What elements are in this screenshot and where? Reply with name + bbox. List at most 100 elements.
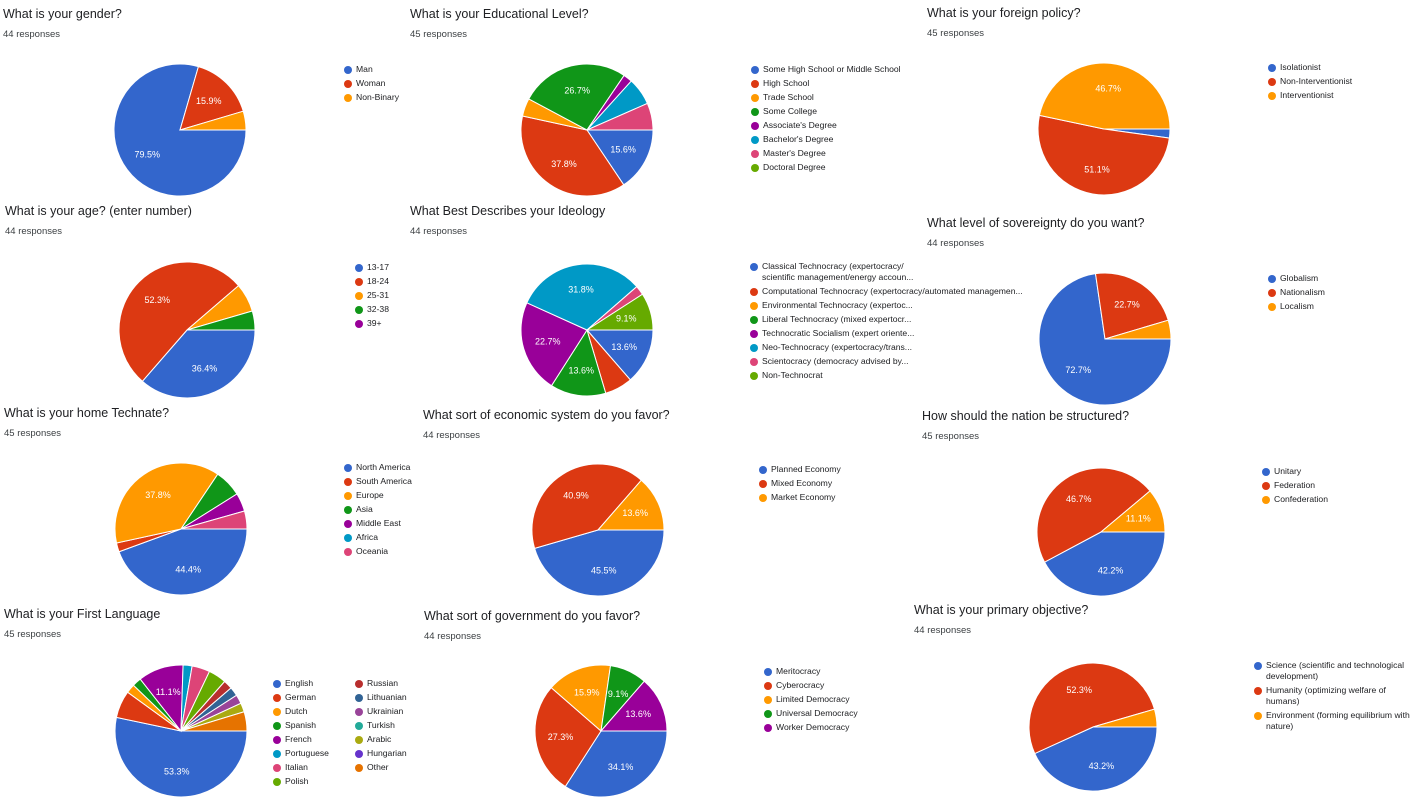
legend-item[interactable]: Humanity (optimizing welfare of humans) bbox=[1254, 685, 1419, 707]
pie-slice[interactable] bbox=[141, 329, 256, 399]
pie-slice[interactable] bbox=[533, 529, 665, 597]
pie-slice[interactable] bbox=[1092, 708, 1158, 728]
pie-slice[interactable] bbox=[550, 328, 607, 397]
pie-slice[interactable] bbox=[118, 261, 240, 382]
legend-item[interactable]: Master's Degree bbox=[751, 148, 901, 162]
legend-item[interactable]: Computational Technocracy (expertocracy/… bbox=[750, 286, 1023, 300]
pie-slice[interactable] bbox=[585, 293, 654, 331]
legend-item[interactable]: Science (scientific and technological de… bbox=[1254, 660, 1419, 682]
pie-slice[interactable] bbox=[179, 66, 244, 131]
legend-item[interactable]: Doctoral Degree bbox=[751, 162, 901, 176]
legend-item[interactable]: Some High School or Middle School bbox=[751, 64, 901, 78]
pie-slice[interactable] bbox=[113, 63, 247, 197]
legend-item[interactable]: German bbox=[273, 692, 329, 706]
legend-item[interactable]: High School bbox=[751, 78, 901, 92]
legend-item[interactable]: Oceania bbox=[344, 546, 412, 560]
pie-slice[interactable] bbox=[520, 302, 588, 387]
legend-item[interactable]: Turkish bbox=[355, 720, 407, 734]
legend-item[interactable]: Worker Democracy bbox=[764, 722, 858, 736]
legend-item[interactable]: Russian bbox=[355, 678, 407, 692]
legend-item[interactable]: Ukrainian bbox=[355, 706, 407, 720]
pie-slice[interactable] bbox=[1043, 531, 1166, 597]
legend-item[interactable]: Nationalism bbox=[1268, 287, 1325, 301]
legend-item[interactable]: Market Economy bbox=[759, 492, 841, 506]
legend-item[interactable]: 13-17 bbox=[355, 262, 389, 276]
pie-slice[interactable] bbox=[596, 479, 665, 531]
pie-slice[interactable] bbox=[114, 462, 219, 544]
legend-item[interactable]: Unitary bbox=[1262, 466, 1328, 480]
legend-item[interactable]: Liberal Technocracy (mixed expertocr... bbox=[750, 314, 1023, 328]
legend-item[interactable]: Planned Economy bbox=[759, 464, 841, 478]
pie-slice[interactable] bbox=[1037, 114, 1170, 196]
legend-item[interactable]: Polish bbox=[273, 776, 329, 790]
pie-slice[interactable] bbox=[550, 664, 612, 732]
legend-item[interactable]: Asia bbox=[344, 504, 412, 518]
pie-slice[interactable] bbox=[1099, 490, 1166, 533]
legend-item[interactable]: Some College bbox=[751, 106, 901, 120]
legend-item[interactable]: Interventionist bbox=[1268, 90, 1352, 104]
pie-slice[interactable] bbox=[180, 711, 248, 732]
pie-slice[interactable] bbox=[534, 686, 602, 788]
pie-slice[interactable] bbox=[118, 528, 248, 596]
legend-item[interactable]: 25-31 bbox=[355, 290, 389, 304]
legend-item[interactable]: Isolationist bbox=[1268, 62, 1352, 76]
pie-slice[interactable] bbox=[186, 310, 256, 331]
legend-item[interactable]: English bbox=[273, 678, 329, 692]
pie-slice[interactable] bbox=[1028, 662, 1156, 755]
legend-item[interactable]: Associate's Degree bbox=[751, 120, 901, 134]
legend-item[interactable]: Lithuanian bbox=[355, 692, 407, 706]
legend-item[interactable]: Trade School bbox=[751, 92, 901, 106]
legend-item[interactable]: Hungarian bbox=[355, 748, 407, 762]
legend-item[interactable]: Non-Technocrat bbox=[750, 370, 1023, 384]
legend-item[interactable]: Cyberocracy bbox=[764, 680, 858, 694]
legend-item[interactable]: Europe bbox=[344, 490, 412, 504]
legend-item[interactable]: Other bbox=[355, 762, 407, 776]
legend-item[interactable]: Technocratic Socialism (expert oriente..… bbox=[750, 328, 1023, 342]
pie-slice[interactable] bbox=[1038, 62, 1171, 130]
legend-item[interactable]: Neo-Technocracy (expertocracy/trans... bbox=[750, 342, 1023, 356]
legend-item[interactable]: Non-Binary bbox=[344, 92, 399, 106]
pie-slice[interactable] bbox=[531, 463, 643, 550]
legend-item[interactable]: Bachelor's Degree bbox=[751, 134, 901, 148]
legend-item[interactable]: Environment (forming equilibrium with na… bbox=[1254, 710, 1419, 732]
pie-slice[interactable] bbox=[585, 329, 654, 381]
legend-item[interactable]: Universal Democracy bbox=[764, 708, 858, 722]
legend-item[interactable]: Scientocracy (democracy advised by... bbox=[750, 356, 1023, 370]
pie-slice[interactable] bbox=[528, 63, 625, 131]
pie-slice[interactable] bbox=[586, 102, 654, 131]
legend-item[interactable]: North America bbox=[344, 462, 412, 476]
legend-item[interactable]: Arabic bbox=[355, 734, 407, 748]
legend-item[interactable]: Spanish bbox=[273, 720, 329, 734]
legend-item[interactable]: French bbox=[273, 734, 329, 748]
pie-slice[interactable] bbox=[1094, 272, 1169, 340]
legend-item[interactable]: Non-Interventionist bbox=[1268, 76, 1352, 90]
pie-slice[interactable] bbox=[1036, 467, 1151, 563]
pie-slice[interactable] bbox=[1104, 319, 1172, 340]
legend-item[interactable]: Confederation bbox=[1262, 494, 1328, 508]
pie-slice[interactable] bbox=[526, 263, 638, 331]
legend-item[interactable]: Localism bbox=[1268, 301, 1325, 315]
pie-slice[interactable] bbox=[179, 110, 247, 131]
legend-item[interactable]: Classical Technocracy (expertocracy/ sci… bbox=[750, 261, 922, 283]
pie-slice[interactable] bbox=[1034, 726, 1158, 792]
pie-slice[interactable] bbox=[520, 115, 625, 197]
legend-item[interactable]: Limited Democracy bbox=[764, 694, 858, 708]
legend-item[interactable]: Africa bbox=[344, 532, 412, 546]
legend-item[interactable]: Portuguese bbox=[273, 748, 329, 762]
legend-item[interactable]: Woman bbox=[344, 78, 399, 92]
legend-item[interactable]: Environmental Technocracy (expertoc... bbox=[750, 300, 1023, 314]
legend-item[interactable]: Globalism bbox=[1268, 273, 1325, 287]
pie-slice[interactable] bbox=[180, 510, 248, 530]
pie-slice[interactable] bbox=[586, 129, 654, 186]
legend-item[interactable]: Meritocracy bbox=[764, 666, 858, 680]
legend-item[interactable]: 18-24 bbox=[355, 276, 389, 290]
pie-slice[interactable] bbox=[114, 716, 248, 798]
legend-item[interactable]: Dutch bbox=[273, 706, 329, 720]
legend-item[interactable]: Federation bbox=[1262, 480, 1328, 494]
legend-item[interactable]: Mixed Economy bbox=[759, 478, 841, 492]
legend-item[interactable]: Man bbox=[344, 64, 399, 78]
pie-slice[interactable] bbox=[599, 680, 668, 732]
legend-item[interactable]: Italian bbox=[273, 762, 329, 776]
legend-item[interactable]: Middle East bbox=[344, 518, 412, 532]
legend-item[interactable]: 39+ bbox=[355, 318, 389, 332]
